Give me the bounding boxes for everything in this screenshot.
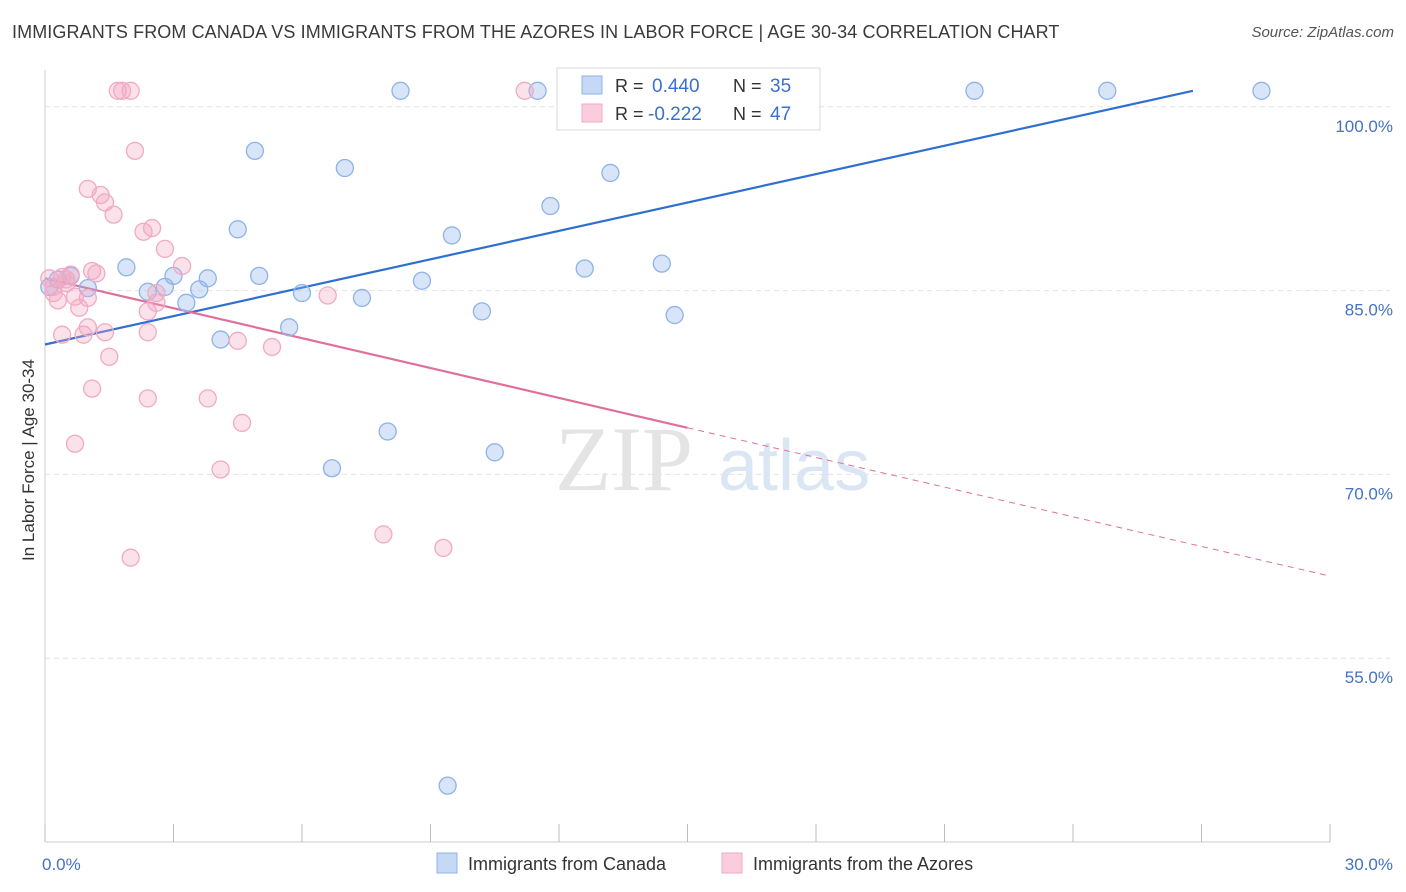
legend-r-value-2: -0.222 xyxy=(648,104,702,125)
point-s0-19 xyxy=(352,288,372,308)
y-tick-label-3: 55.0% xyxy=(1345,668,1393,687)
legend-n-label-2: N = xyxy=(733,104,762,124)
point-s0-36 xyxy=(1252,81,1271,100)
legend-n-label-1: N = xyxy=(733,76,762,96)
watermark-atlas: atlas xyxy=(718,426,870,506)
point-s1-36 xyxy=(211,460,230,479)
y-tick-label-1: 85.0% xyxy=(1345,301,1393,320)
chart-source: Source: ZipAtlas.com xyxy=(1251,24,1394,41)
point-s1-35 xyxy=(198,389,217,408)
y-axis-title: In Labor Force | Age 30-34 xyxy=(19,359,38,561)
point-s1-32 xyxy=(147,293,166,312)
point-s0-25 xyxy=(472,302,492,321)
data-points xyxy=(40,81,1271,795)
point-s0-14 xyxy=(250,266,269,286)
point-s0-4 xyxy=(117,258,136,277)
point-s1-13 xyxy=(65,434,85,453)
point-s0-3 xyxy=(78,278,97,298)
point-s0-34 xyxy=(965,81,984,100)
legend-r-value-1: 0.440 xyxy=(652,76,700,97)
point-s1-28 xyxy=(142,218,162,238)
trend-lines xyxy=(44,89,1331,577)
point-s1-24 xyxy=(121,548,140,567)
point-s0-12 xyxy=(245,141,265,161)
point-s0-24 xyxy=(442,226,462,245)
point-s1-31 xyxy=(147,283,166,303)
point-s0-23 xyxy=(438,776,457,795)
series-legend-swatch-canada xyxy=(436,852,458,874)
legend-n-value-1: 35 xyxy=(770,76,791,97)
point-s1-18 xyxy=(95,323,115,342)
series-legend-swatch-azores xyxy=(721,852,743,874)
point-s1-23 xyxy=(121,81,140,100)
point-s0-21 xyxy=(391,81,410,100)
point-s1-34 xyxy=(172,256,192,276)
point-s0-17 xyxy=(322,459,342,478)
point-s0-18 xyxy=(335,158,354,178)
point-s0-26 xyxy=(485,443,504,462)
trend-line-0 xyxy=(44,89,1194,346)
chart-title: IMMIGRANTS FROM CANADA VS IMMIGRANTS FRO… xyxy=(12,22,1060,42)
point-s1-46 xyxy=(87,264,106,283)
point-s0-15 xyxy=(279,318,299,337)
point-s0-20 xyxy=(378,422,397,441)
axes: 100.0% 85.0% 70.0% 55.0% 0.0% 30.0% xyxy=(42,70,1393,874)
point-s1-21 xyxy=(108,81,127,100)
point-s1-10 xyxy=(78,318,97,337)
legend-r-label-2: R = xyxy=(615,104,644,124)
series-legend-label-azores: Immigrants from the Azores xyxy=(753,854,973,874)
point-s1-8 xyxy=(52,325,72,344)
point-s0-30 xyxy=(601,163,620,183)
point-s1-40 xyxy=(318,286,337,305)
watermark: ZIP atlas xyxy=(555,408,870,510)
gridlines xyxy=(45,106,1390,659)
x-tick-label-0: 0.0% xyxy=(42,855,81,874)
point-s1-20 xyxy=(104,205,123,224)
point-s1-37 xyxy=(228,331,247,350)
point-s1-44 xyxy=(44,283,63,303)
point-s1-25 xyxy=(125,141,145,161)
point-s1-19 xyxy=(100,347,119,366)
y-tick-label-2: 70.0% xyxy=(1345,484,1393,503)
point-s0-13 xyxy=(228,220,247,239)
stats-legend: R = 0.440 N = 35 R = -0.222 N = 47 xyxy=(556,67,821,131)
point-s1-27 xyxy=(138,323,157,342)
watermark-zip: ZIP xyxy=(555,408,693,510)
point-s1-30 xyxy=(138,389,157,408)
point-s1-33 xyxy=(155,239,175,259)
legend-swatch-canada xyxy=(581,75,603,95)
point-s1-45 xyxy=(57,270,76,289)
point-s0-32 xyxy=(665,305,684,325)
point-s1-42 xyxy=(434,538,453,558)
point-s0-16 xyxy=(292,283,312,303)
legend-swatch-azores xyxy=(581,103,603,123)
point-s1-14 xyxy=(82,379,102,398)
legend-r-label-1: R = xyxy=(615,76,644,96)
point-s1-41 xyxy=(374,525,393,544)
point-s1-11 xyxy=(78,288,97,308)
series-legend: Immigrants from Canada Immigrants from t… xyxy=(436,852,973,874)
x-tick-label-1: 30.0% xyxy=(1345,855,1393,874)
point-s0-27 xyxy=(528,81,547,100)
point-s0-31 xyxy=(652,254,671,273)
point-s0-22 xyxy=(412,271,432,290)
point-s0-11 xyxy=(211,330,230,349)
point-s0-10 xyxy=(198,269,217,288)
point-s1-43 xyxy=(515,81,534,100)
trend-line-1 xyxy=(44,277,688,429)
legend-n-value-2: 47 xyxy=(770,104,791,125)
point-s1-39 xyxy=(262,337,282,357)
point-s0-29 xyxy=(575,259,594,278)
series-legend-label-canada: Immigrants from Canada xyxy=(468,854,667,874)
point-s0-28 xyxy=(541,196,560,216)
point-s0-8 xyxy=(177,293,196,312)
point-s0-35 xyxy=(1098,81,1117,100)
point-s1-38 xyxy=(232,413,252,433)
y-tick-label-0: 100.0% xyxy=(1335,117,1393,136)
